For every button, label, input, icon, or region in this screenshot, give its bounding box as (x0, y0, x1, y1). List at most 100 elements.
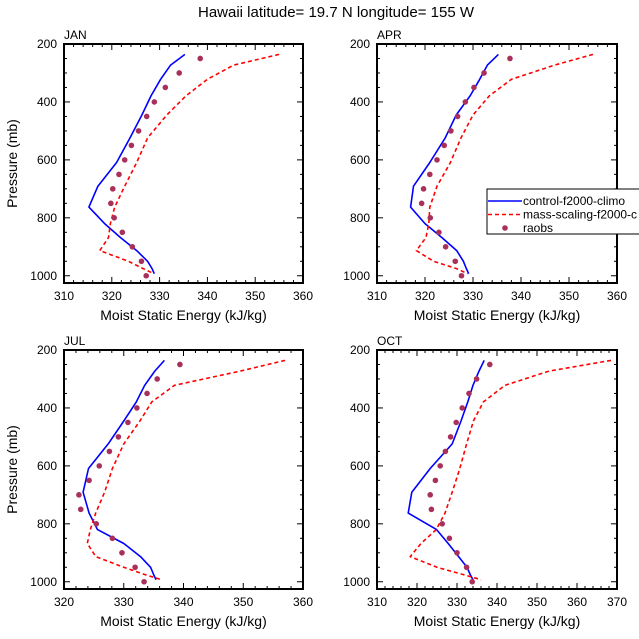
raobs-point (111, 215, 117, 221)
y-tick-label: 400 (350, 401, 370, 415)
raobs-point (138, 258, 145, 265)
raobs-point (427, 215, 434, 221)
x-tick-label: 340 (197, 289, 217, 303)
series-raobs (427, 361, 493, 585)
x-tick-label: 350 (527, 595, 547, 609)
raobs-point (125, 419, 131, 426)
raobs-point (109, 535, 116, 542)
legend-label: raobs (523, 221, 553, 235)
raobs-point (452, 258, 459, 265)
y-tick-label: 200 (350, 37, 370, 51)
raobs-point (442, 448, 449, 455)
x-tick-label: 360 (567, 595, 587, 609)
raobs-point (197, 55, 204, 62)
raobs-point (469, 578, 476, 585)
raobs-point (420, 186, 427, 192)
x-tick-label: 330 (463, 289, 483, 303)
raobs-point (162, 84, 169, 91)
y-tick-label: 200 (350, 343, 370, 357)
raobs-point (121, 157, 128, 163)
series-line-control-f2000-climo (88, 53, 186, 275)
plot-frame (376, 43, 618, 284)
raobs-point (434, 157, 440, 163)
y-tick-label: 1000 (343, 269, 370, 283)
series-raobs (418, 55, 513, 279)
raobs-point (135, 128, 142, 134)
series-line-mass-scaling-f2000-c (409, 359, 612, 581)
x-tick-label: 360 (293, 289, 313, 303)
x-tick-label: 320 (54, 595, 74, 609)
raobs-point (144, 390, 150, 397)
raobs-point (453, 419, 460, 426)
x-axis-label: Moist Static Energy (kJ/kg) (414, 307, 581, 323)
raobs-point (432, 477, 439, 484)
y-tick-label: 200 (37, 37, 57, 51)
y-tick-label: 200 (37, 343, 57, 357)
y-tick-label: 600 (37, 153, 57, 167)
y-tick-label: 800 (37, 517, 57, 531)
raobs-point (134, 405, 140, 411)
raobs-point (106, 448, 113, 455)
raobs-point (462, 99, 469, 105)
legend-label: mass-scaling-f2000-c (523, 208, 637, 222)
y-tick-label: 1000 (30, 269, 57, 283)
raobs-point (115, 434, 122, 440)
x-tick-label: 360 (293, 595, 313, 609)
y-axis-label: Pressure (mb) (4, 425, 20, 514)
x-axis-label: Moist Static Energy (kJ/kg) (100, 613, 267, 629)
raobs-point (119, 549, 125, 556)
x-tick-label: 320 (415, 289, 435, 303)
legend-marker (502, 225, 508, 231)
panel-jan: JAN 310 320 330 340 350 360 200 400 600 800 1000 Moi… (4, 28, 313, 323)
raobs-point (93, 521, 100, 527)
raobs-point (176, 70, 182, 76)
x-tick-label: 310 (367, 289, 387, 303)
x-tick-label: 340 (487, 595, 507, 609)
legend-label: control-f2000-climo (523, 194, 625, 208)
y-axis-label: Pressure (mb) (4, 119, 20, 208)
series-line-mass-scaling-f2000-c (86, 359, 286, 581)
series-raobs (108, 55, 204, 279)
raobs-point (177, 361, 183, 368)
y-tick-label: 600 (350, 459, 370, 473)
y-tick-label: 800 (350, 211, 370, 225)
raobs-point (77, 506, 84, 513)
raobs-point (128, 142, 135, 149)
x-tick-label: 340 (511, 289, 531, 303)
x-tick-label: 360 (607, 289, 627, 303)
y-tick-label: 400 (350, 95, 370, 109)
y-tick-label: 600 (37, 459, 57, 473)
series-line-mass-scaling-f2000-c (415, 53, 594, 275)
raobs-point (119, 229, 126, 236)
y-tick-label: 800 (37, 211, 57, 225)
raobs-point (427, 492, 434, 498)
raobs-point (151, 99, 158, 105)
legend: control-f2000-climomass-scaling-f2000-cr… (486, 188, 639, 235)
series-line-control-f2000-climo (409, 53, 499, 275)
raobs-point (427, 171, 433, 178)
raobs-point (459, 405, 466, 411)
raobs-point (418, 200, 425, 207)
raobs-point (154, 376, 161, 382)
x-tick-label: 340 (173, 595, 193, 609)
plot-frame (63, 43, 304, 284)
raobs-point (454, 549, 460, 556)
panel-jul: JUL 320 330 340 350 360 200 400 600 800 1000 Moist … (4, 334, 313, 629)
raobs-point (143, 272, 150, 279)
y-tick-label: 1000 (30, 575, 57, 589)
y-tick-label: 1000 (343, 575, 370, 589)
raobs-point (466, 390, 472, 397)
raobs-point (487, 361, 493, 368)
y-tick-label: 400 (37, 401, 57, 415)
raobs-point (108, 200, 114, 207)
figure-title: Hawaii latitude= 19.7 N longitude= 155 W (198, 4, 475, 21)
x-tick-label: 320 (102, 289, 122, 303)
x-tick-label: 310 (367, 595, 387, 609)
raobs-point (143, 113, 150, 120)
raobs-point (454, 113, 461, 120)
raobs-point (96, 463, 103, 469)
raobs-point (86, 477, 92, 484)
raobs-point (441, 142, 448, 149)
series-raobs (76, 361, 183, 585)
panel-apr: APR 310 320 330 340 350 360 200 400 600 800 1000 Moi… (343, 28, 627, 323)
